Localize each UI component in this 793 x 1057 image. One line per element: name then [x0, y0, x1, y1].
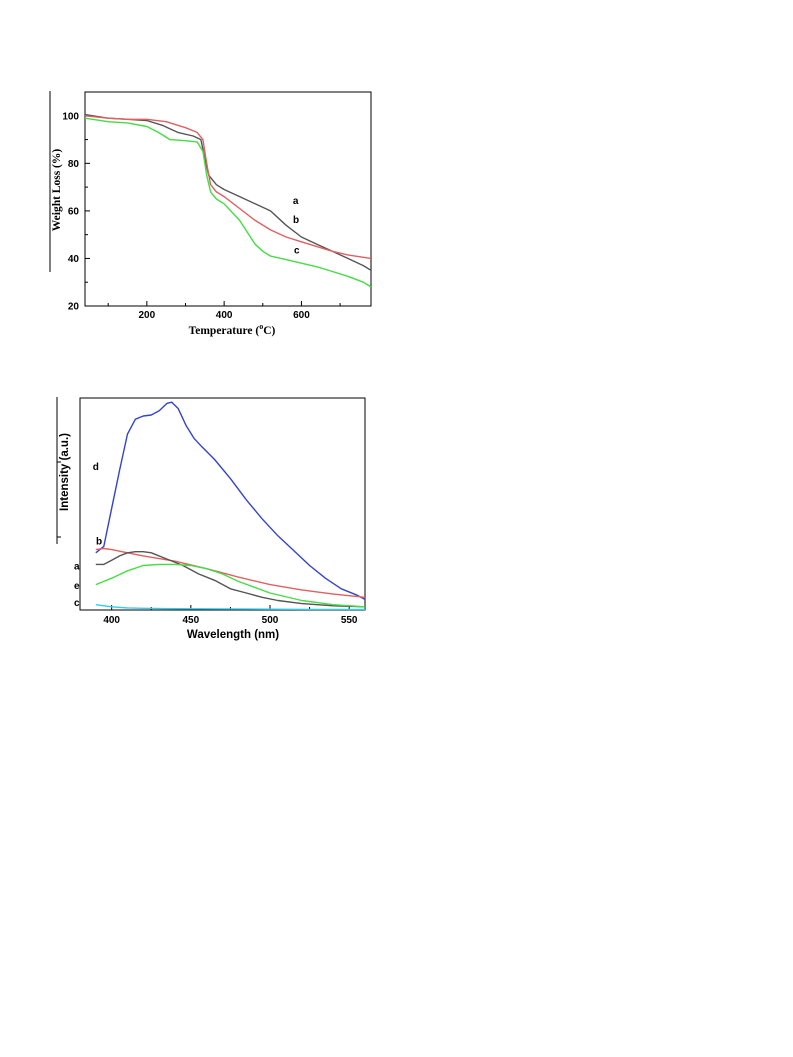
chart1-y-axis-title: Weight Loss (%) [51, 149, 63, 232]
x-tick-label: 400 [103, 615, 120, 626]
chart2-tick-labels: 400 450 500 550 [103, 615, 358, 626]
series-line-a [84, 113, 372, 271]
y-tick-label: 40 [68, 254, 80, 265]
series-annotation-a: a [293, 196, 299, 207]
series-annotation-a: a [74, 562, 80, 573]
chart2-y-axis-title: Intensity (a.u.) [59, 433, 71, 511]
chart1-ticks [85, 91, 341, 307]
chart1-tick-labels: 200 400 600 20 40 60 80 100 [62, 111, 310, 321]
y-tick-label: 100 [62, 111, 79, 122]
chart2-x-axis-title: Wavelength (nm) [187, 629, 279, 641]
x-tick-label: 600 [293, 310, 310, 321]
chart1-annotations: ab c [293, 196, 300, 257]
x-tick-label: 450 [182, 615, 199, 626]
y-tick-label: 60 [68, 206, 80, 217]
x-tick-label: 200 [138, 310, 155, 321]
chart2-annotations: d b aec [74, 462, 102, 609]
y-tick-label: 20 [68, 302, 80, 313]
series-line-e [95, 563, 366, 608]
series-annotation-b: b [293, 215, 299, 226]
series-line-b [95, 547, 366, 598]
tga-chart: 200 400 600 20 40 60 80 100 ab c Temperature (oC… [49, 91, 372, 337]
chart1-x-axis-title: Temperature (oC) [189, 322, 276, 337]
series-line-d [95, 401, 366, 601]
pl-chart: 400 450 500 550 d b aec Wavelength (nm) Inten… [56, 397, 366, 641]
chart2-series [95, 401, 366, 611]
series-annotation-b: b [96, 536, 102, 547]
chart1-series [84, 113, 372, 288]
series-line-b [84, 115, 372, 260]
series-line-c [84, 117, 372, 288]
series-line-c [95, 604, 365, 611]
y-tick-label: 80 [68, 159, 80, 170]
series-annotation-d: d [93, 462, 99, 473]
series-line-a [95, 551, 366, 608]
x-tick-label: 550 [341, 615, 358, 626]
series-annotation-c: c [294, 246, 300, 257]
chart1-plot-frame [84, 91, 372, 307]
series-annotation-c: c [74, 598, 80, 609]
chart2-plot-frame [79, 397, 366, 611]
x-tick-label: 400 [216, 310, 233, 321]
x-tick-label: 500 [262, 615, 279, 626]
series-annotation-e: e [74, 581, 80, 592]
